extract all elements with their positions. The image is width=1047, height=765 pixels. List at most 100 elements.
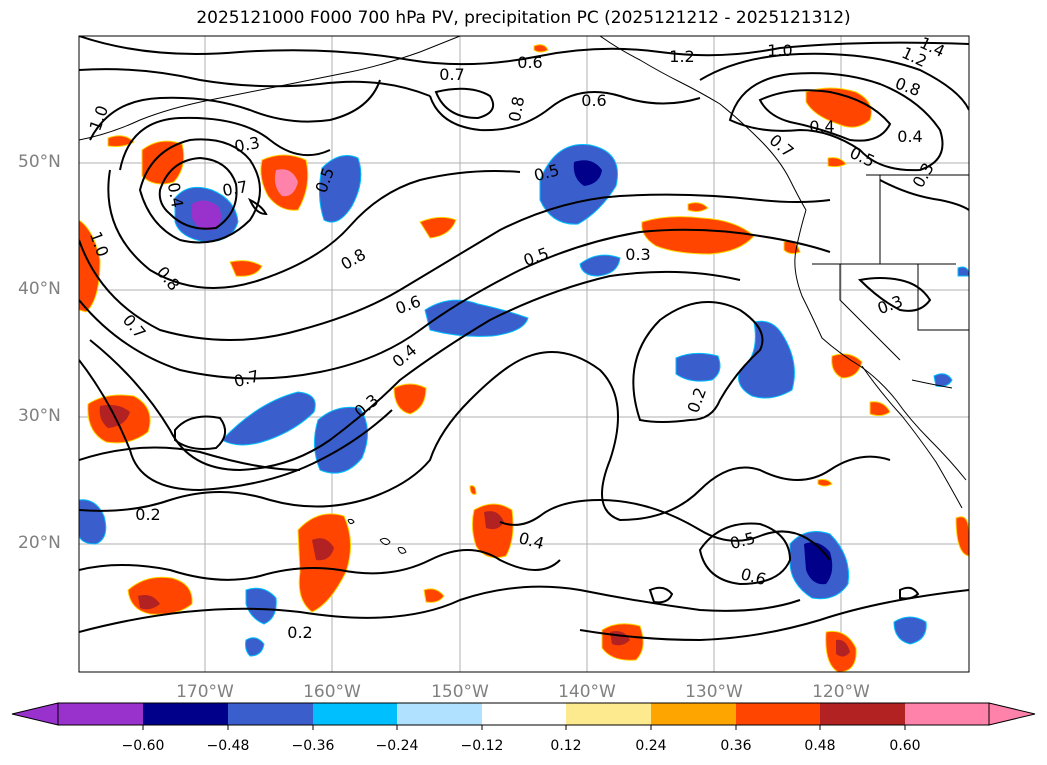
pv-contour xyxy=(79,585,801,633)
contour-label: 0.4 xyxy=(809,117,834,136)
precip-area xyxy=(274,169,298,197)
lon-label-160w: 160°W xyxy=(303,682,361,702)
precip-area xyxy=(817,479,833,487)
contour-label: 0.2 xyxy=(135,505,160,524)
precip-area xyxy=(827,157,847,168)
colorbar-tick-label: −0.24 xyxy=(375,738,419,754)
pv-contour xyxy=(89,79,381,141)
precip-area xyxy=(469,485,477,495)
pv-contour xyxy=(79,359,393,492)
map-panel xyxy=(79,36,969,672)
colorbar-segment xyxy=(820,703,905,725)
precip-area xyxy=(675,352,721,382)
precip-area xyxy=(573,160,602,186)
colorbar-segment xyxy=(313,703,397,725)
precip-area xyxy=(579,254,621,277)
colorbar-extend-left xyxy=(11,702,59,726)
colorbar-tick-label: −0.60 xyxy=(121,738,165,754)
contour-label: 0.8 xyxy=(505,95,528,123)
precip-area xyxy=(933,373,953,387)
colorbar-segment xyxy=(143,703,228,725)
precip-area xyxy=(641,216,755,255)
contour-label: 0.3 xyxy=(625,245,650,264)
pv-contour xyxy=(879,179,969,211)
precip-area xyxy=(484,511,504,530)
precip-area xyxy=(869,401,891,417)
pv-contour xyxy=(89,270,741,472)
precip-area xyxy=(539,143,618,225)
state-border xyxy=(917,264,969,331)
pv-contour xyxy=(79,36,969,66)
precip-area xyxy=(957,266,969,277)
lon-label-140w: 140°W xyxy=(558,682,616,702)
precip-area xyxy=(419,216,457,239)
gulf-coast xyxy=(911,379,953,389)
pv-contour xyxy=(119,116,331,171)
precip-area xyxy=(471,503,514,559)
colorbar-tick-label: −0.48 xyxy=(206,738,250,754)
contour-label: 1.0 xyxy=(767,41,792,60)
north-america-coast xyxy=(794,209,967,481)
pv-contour xyxy=(158,156,238,230)
map-frame xyxy=(78,35,970,673)
precip-area xyxy=(229,260,263,277)
precip-area xyxy=(312,538,334,561)
pv-contour xyxy=(79,228,831,380)
precip-area xyxy=(533,44,549,53)
pv-contour xyxy=(248,197,268,216)
precip-area xyxy=(192,200,222,231)
colorbar-segment xyxy=(397,703,482,725)
pv-contour xyxy=(899,586,920,600)
pv-contours xyxy=(79,36,969,642)
contour-label: 0.2 xyxy=(287,623,312,642)
lon-label-150w: 150°W xyxy=(431,682,489,702)
alaska-panhandle-coast xyxy=(599,36,807,211)
colorbar-segment xyxy=(905,703,989,725)
colorbar-tick-label: 0.48 xyxy=(804,738,836,754)
contour-label: 0.4 xyxy=(164,181,187,209)
pv-contour xyxy=(857,277,932,312)
pv-contour xyxy=(519,351,891,522)
colorbar-segment xyxy=(482,703,566,725)
colorbar-ticks xyxy=(142,725,906,730)
pv-contour xyxy=(79,446,301,471)
contour-label: 0.7 xyxy=(439,65,464,84)
lon-label-120w: 120°W xyxy=(812,682,870,702)
precip-area xyxy=(423,588,445,603)
colorbar-segment xyxy=(58,703,143,725)
coastlines xyxy=(79,36,969,554)
pv-contour xyxy=(79,193,831,341)
lat-label-50n: 50°N xyxy=(18,152,61,172)
precip-area xyxy=(836,639,850,657)
lon-label-130w: 130°W xyxy=(685,682,743,702)
precip-area xyxy=(141,140,185,185)
precip-negative-areas xyxy=(79,143,969,657)
pv-contour xyxy=(79,68,431,97)
figure-title: 2025121000 F000 700 hPa PV, precipitatio… xyxy=(196,8,851,28)
colorbar-segment xyxy=(651,703,736,725)
colorbar-tick-label: 0.24 xyxy=(635,738,667,754)
precip-area xyxy=(955,516,969,557)
pv-contour xyxy=(174,415,227,450)
precip-area xyxy=(831,353,863,379)
colorbar-tick-label: 0.60 xyxy=(889,738,921,754)
lon-label-170w: 170°W xyxy=(176,682,234,702)
precip-area xyxy=(245,637,265,657)
precip-positive-areas xyxy=(79,44,969,672)
precip-area xyxy=(893,616,927,645)
colorbar-tick-label: −0.36 xyxy=(291,738,335,754)
pv-contour xyxy=(499,498,831,561)
colorbar xyxy=(11,702,1036,730)
pv-contour xyxy=(434,87,494,120)
colorbar-extend-right xyxy=(988,702,1036,726)
precip-area xyxy=(138,595,160,610)
pv-contour xyxy=(699,52,969,111)
pv-contour xyxy=(632,301,764,423)
precip-area xyxy=(318,155,362,223)
precip-area xyxy=(221,391,316,446)
pv-contour xyxy=(698,522,792,586)
lat-label-20n: 20°N xyxy=(18,533,61,553)
pv-contour xyxy=(758,89,892,142)
colorbar-segment xyxy=(566,703,651,725)
